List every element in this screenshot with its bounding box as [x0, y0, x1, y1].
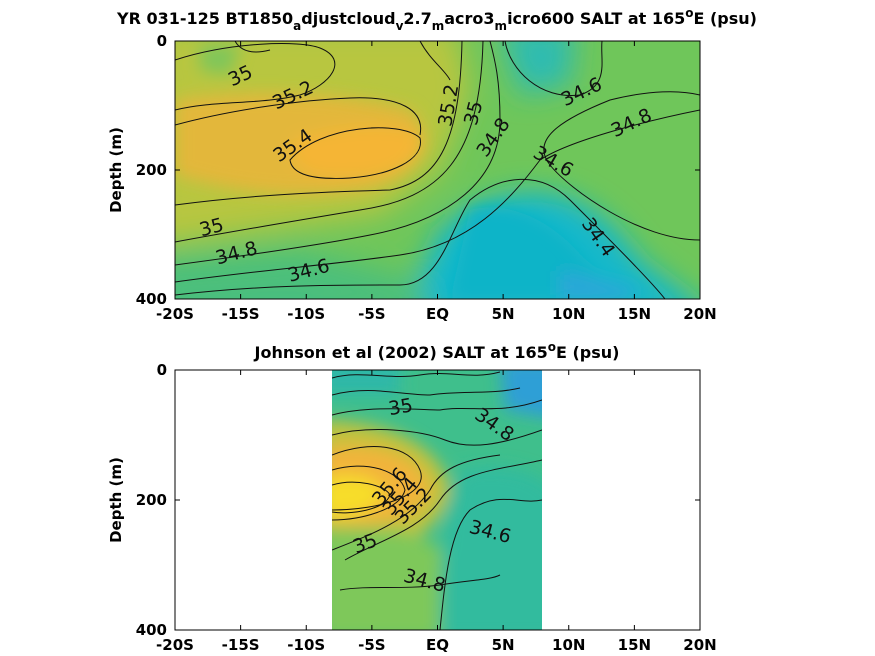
x-tick-label: -20S	[156, 305, 194, 323]
x-tick-label: 10N	[552, 305, 585, 323]
x-tick-label: 20N	[683, 636, 716, 654]
contour-label: 35	[387, 394, 415, 420]
top-panel: YR 031-125 BT1850adjustcloudv2.7macro3mi…	[107, 6, 757, 323]
x-tick-label: 5N	[492, 305, 515, 323]
bottom-panel: Johnson et al (2002) SALT at 165oE (psu)	[107, 340, 717, 654]
top-y-axis-label: Depth (m)	[107, 127, 125, 213]
x-tick-label: 10N	[552, 636, 585, 654]
x-tick-label: 5N	[492, 636, 515, 654]
bottom-salinity-field	[332, 370, 542, 630]
x-tick-label: -10S	[287, 305, 325, 323]
bottom-x-axis: -20S -15S -10S -5S EQ 5N 10N 15N 20N	[156, 370, 717, 654]
top-y-axis: 0 200 400	[136, 32, 700, 308]
x-tick-label: -5S	[358, 636, 385, 654]
y-tick-label: 200	[136, 491, 167, 509]
y-tick-label: 0	[157, 361, 167, 379]
x-tick-label: 20N	[683, 305, 716, 323]
top-x-axis: -20S -15S -10S -5S EQ 5N 10N 15N 20N	[156, 41, 717, 323]
top-title: YR 031-125 BT1850adjustcloudv2.7macro3mi…	[116, 6, 757, 33]
y-tick-label: 400	[136, 621, 167, 639]
bottom-title: Johnson et al (2002) SALT at 165oE (psu)	[254, 340, 620, 362]
x-tick-label: -15S	[222, 305, 260, 323]
x-tick-label: EQ	[426, 305, 449, 323]
x-tick-label: -5S	[358, 305, 385, 323]
x-tick-label: -10S	[287, 636, 325, 654]
x-tick-label: EQ	[426, 636, 449, 654]
bottom-y-axis: 0 200 400	[136, 361, 700, 639]
bottom-y-axis-label: Depth (m)	[107, 457, 125, 543]
y-tick-label: 400	[136, 290, 167, 308]
x-tick-label: -15S	[222, 636, 260, 654]
x-tick-label: -20S	[156, 636, 194, 654]
y-tick-label: 200	[136, 161, 167, 179]
y-tick-label: 0	[157, 32, 167, 50]
x-tick-label: 15N	[618, 636, 651, 654]
top-salinity-field	[175, 41, 700, 299]
x-tick-label: 15N	[618, 305, 651, 323]
